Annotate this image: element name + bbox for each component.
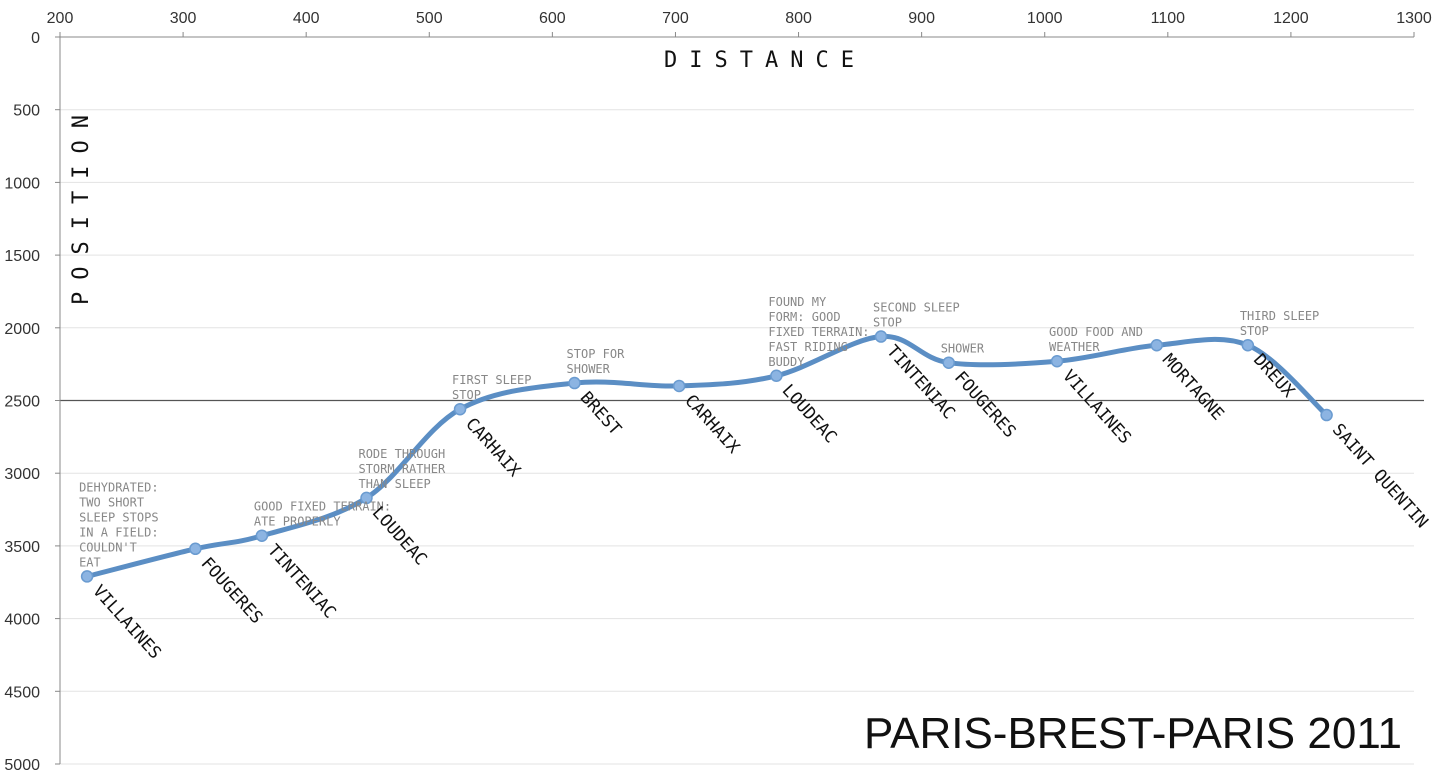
- annotation-line: THIRD SLEEP: [1240, 309, 1319, 323]
- annotation-line: WEATHER: [1049, 340, 1100, 354]
- chart-title: PARIS-BREST-PARIS 2011: [864, 709, 1402, 758]
- annotation-line: IN A FIELD:: [79, 525, 158, 539]
- annotation-line: STOP: [873, 316, 902, 330]
- grid-lines: [60, 36, 1424, 765]
- axes: 0 500 1000 1500 2000 2500 3000 3500 4000 4500 5000…: [4, 10, 1431, 774]
- data-point: [568, 376, 581, 390]
- annotation-line: EAT: [79, 555, 101, 569]
- y-tick-label: 4000: [4, 612, 40, 629]
- place-label: TINTENIAC: [263, 541, 340, 623]
- annotation-line: FIXED TERRAIN:: [768, 325, 869, 339]
- x-tick-label: 700: [662, 10, 689, 27]
- data-point: [672, 379, 686, 393]
- x-tick-label: 500: [416, 10, 443, 27]
- x-tick-label: 1100: [1151, 10, 1186, 27]
- annotation-line: FOUND MY: [768, 295, 827, 309]
- annotation-line: STOP FOR: [567, 347, 626, 361]
- data-point: [1241, 338, 1255, 352]
- annotation-line: SLEEP STOPS: [79, 510, 158, 524]
- x-tick-label: 1200: [1273, 10, 1309, 27]
- place-label: VILLAINES: [88, 581, 165, 663]
- annotation-line: COULDN'T: [79, 540, 137, 554]
- y-tick-label: 1000: [4, 175, 40, 192]
- y-tick-label: 2500: [4, 394, 40, 411]
- y-tick-label: 500: [13, 103, 40, 120]
- annotation-line: STORM RATHER: [358, 462, 445, 476]
- data-point: [360, 491, 373, 505]
- annotation-line: FORM: GOOD: [768, 310, 840, 324]
- y-tick-label: 4500: [4, 684, 40, 701]
- data-point: [189, 542, 202, 556]
- place-label: FOUGERES: [950, 368, 1020, 442]
- place-label: SAINT QUENTIN: [1328, 420, 1432, 532]
- data-point: [942, 356, 955, 369]
- y-tick-label: 3500: [4, 539, 40, 556]
- data-point: [80, 570, 94, 583]
- annotation-line: SECOND SLEEP: [873, 301, 960, 315]
- annotation-line: FIRST SLEEP: [452, 373, 531, 387]
- annotation-line: FAST RIDING: [768, 340, 847, 354]
- annotation-line: SHOWER: [941, 342, 985, 356]
- y-tick-label: 2000: [4, 321, 40, 338]
- annotation-line: GOOD FOOD AND: [1049, 325, 1143, 339]
- x-tick-label: 600: [539, 10, 566, 27]
- place-label: VILLAINES: [1058, 366, 1135, 448]
- annotation-line: STOP: [1240, 324, 1269, 338]
- data-point: [1320, 408, 1333, 422]
- place-label: LOUDEAC: [368, 503, 431, 570]
- data-point: [453, 402, 467, 416]
- x-tick-label: 1300: [1396, 10, 1432, 27]
- y-tick-label: 3000: [4, 466, 40, 483]
- y-tick-label: 5000: [4, 757, 40, 774]
- y-tick-label: 0: [31, 30, 40, 47]
- data-point: [770, 369, 783, 383]
- x-tick-label: 1000: [1027, 10, 1063, 27]
- series-position: [80, 330, 1333, 583]
- annotation-line: SHOWER: [567, 362, 611, 376]
- place-label: FOUGERES: [197, 554, 267, 628]
- place-label: BREST: [576, 388, 625, 439]
- annotation-line: THAN SLEEP: [358, 477, 430, 491]
- annotation-line: ATE PROPERLY: [254, 515, 341, 529]
- data-point: [1050, 354, 1064, 368]
- x-tick-label: 400: [293, 10, 320, 27]
- y-axis-title: POSITION: [69, 103, 94, 305]
- data-point: [874, 330, 888, 343]
- place-label: MORTAGNE: [1158, 350, 1228, 424]
- x-tick-label: 800: [785, 10, 812, 27]
- y-tick-label: 1500: [4, 248, 40, 265]
- annotation-line: BUDDY: [768, 355, 805, 369]
- place-label: CARHAIX: [461, 414, 524, 481]
- x-axis-title: DISTANCE: [664, 48, 866, 73]
- annotation-line: STOP: [452, 388, 481, 402]
- x-tick-label: 900: [908, 10, 935, 27]
- series-line: [84, 334, 1330, 579]
- data-point: [1150, 338, 1163, 352]
- annotation-line: RODE THROUGH: [358, 447, 445, 461]
- place-label: LOUDEAC: [778, 381, 841, 448]
- x-tick-label: 300: [170, 10, 197, 27]
- annotation-line: TWO SHORT: [79, 495, 144, 509]
- annotation-line: DEHYDRATED:: [79, 480, 158, 494]
- data-point: [255, 529, 269, 542]
- annotation-line: GOOD FIXED TERRAIN:: [254, 500, 391, 514]
- x-tick-label: 200: [47, 10, 74, 27]
